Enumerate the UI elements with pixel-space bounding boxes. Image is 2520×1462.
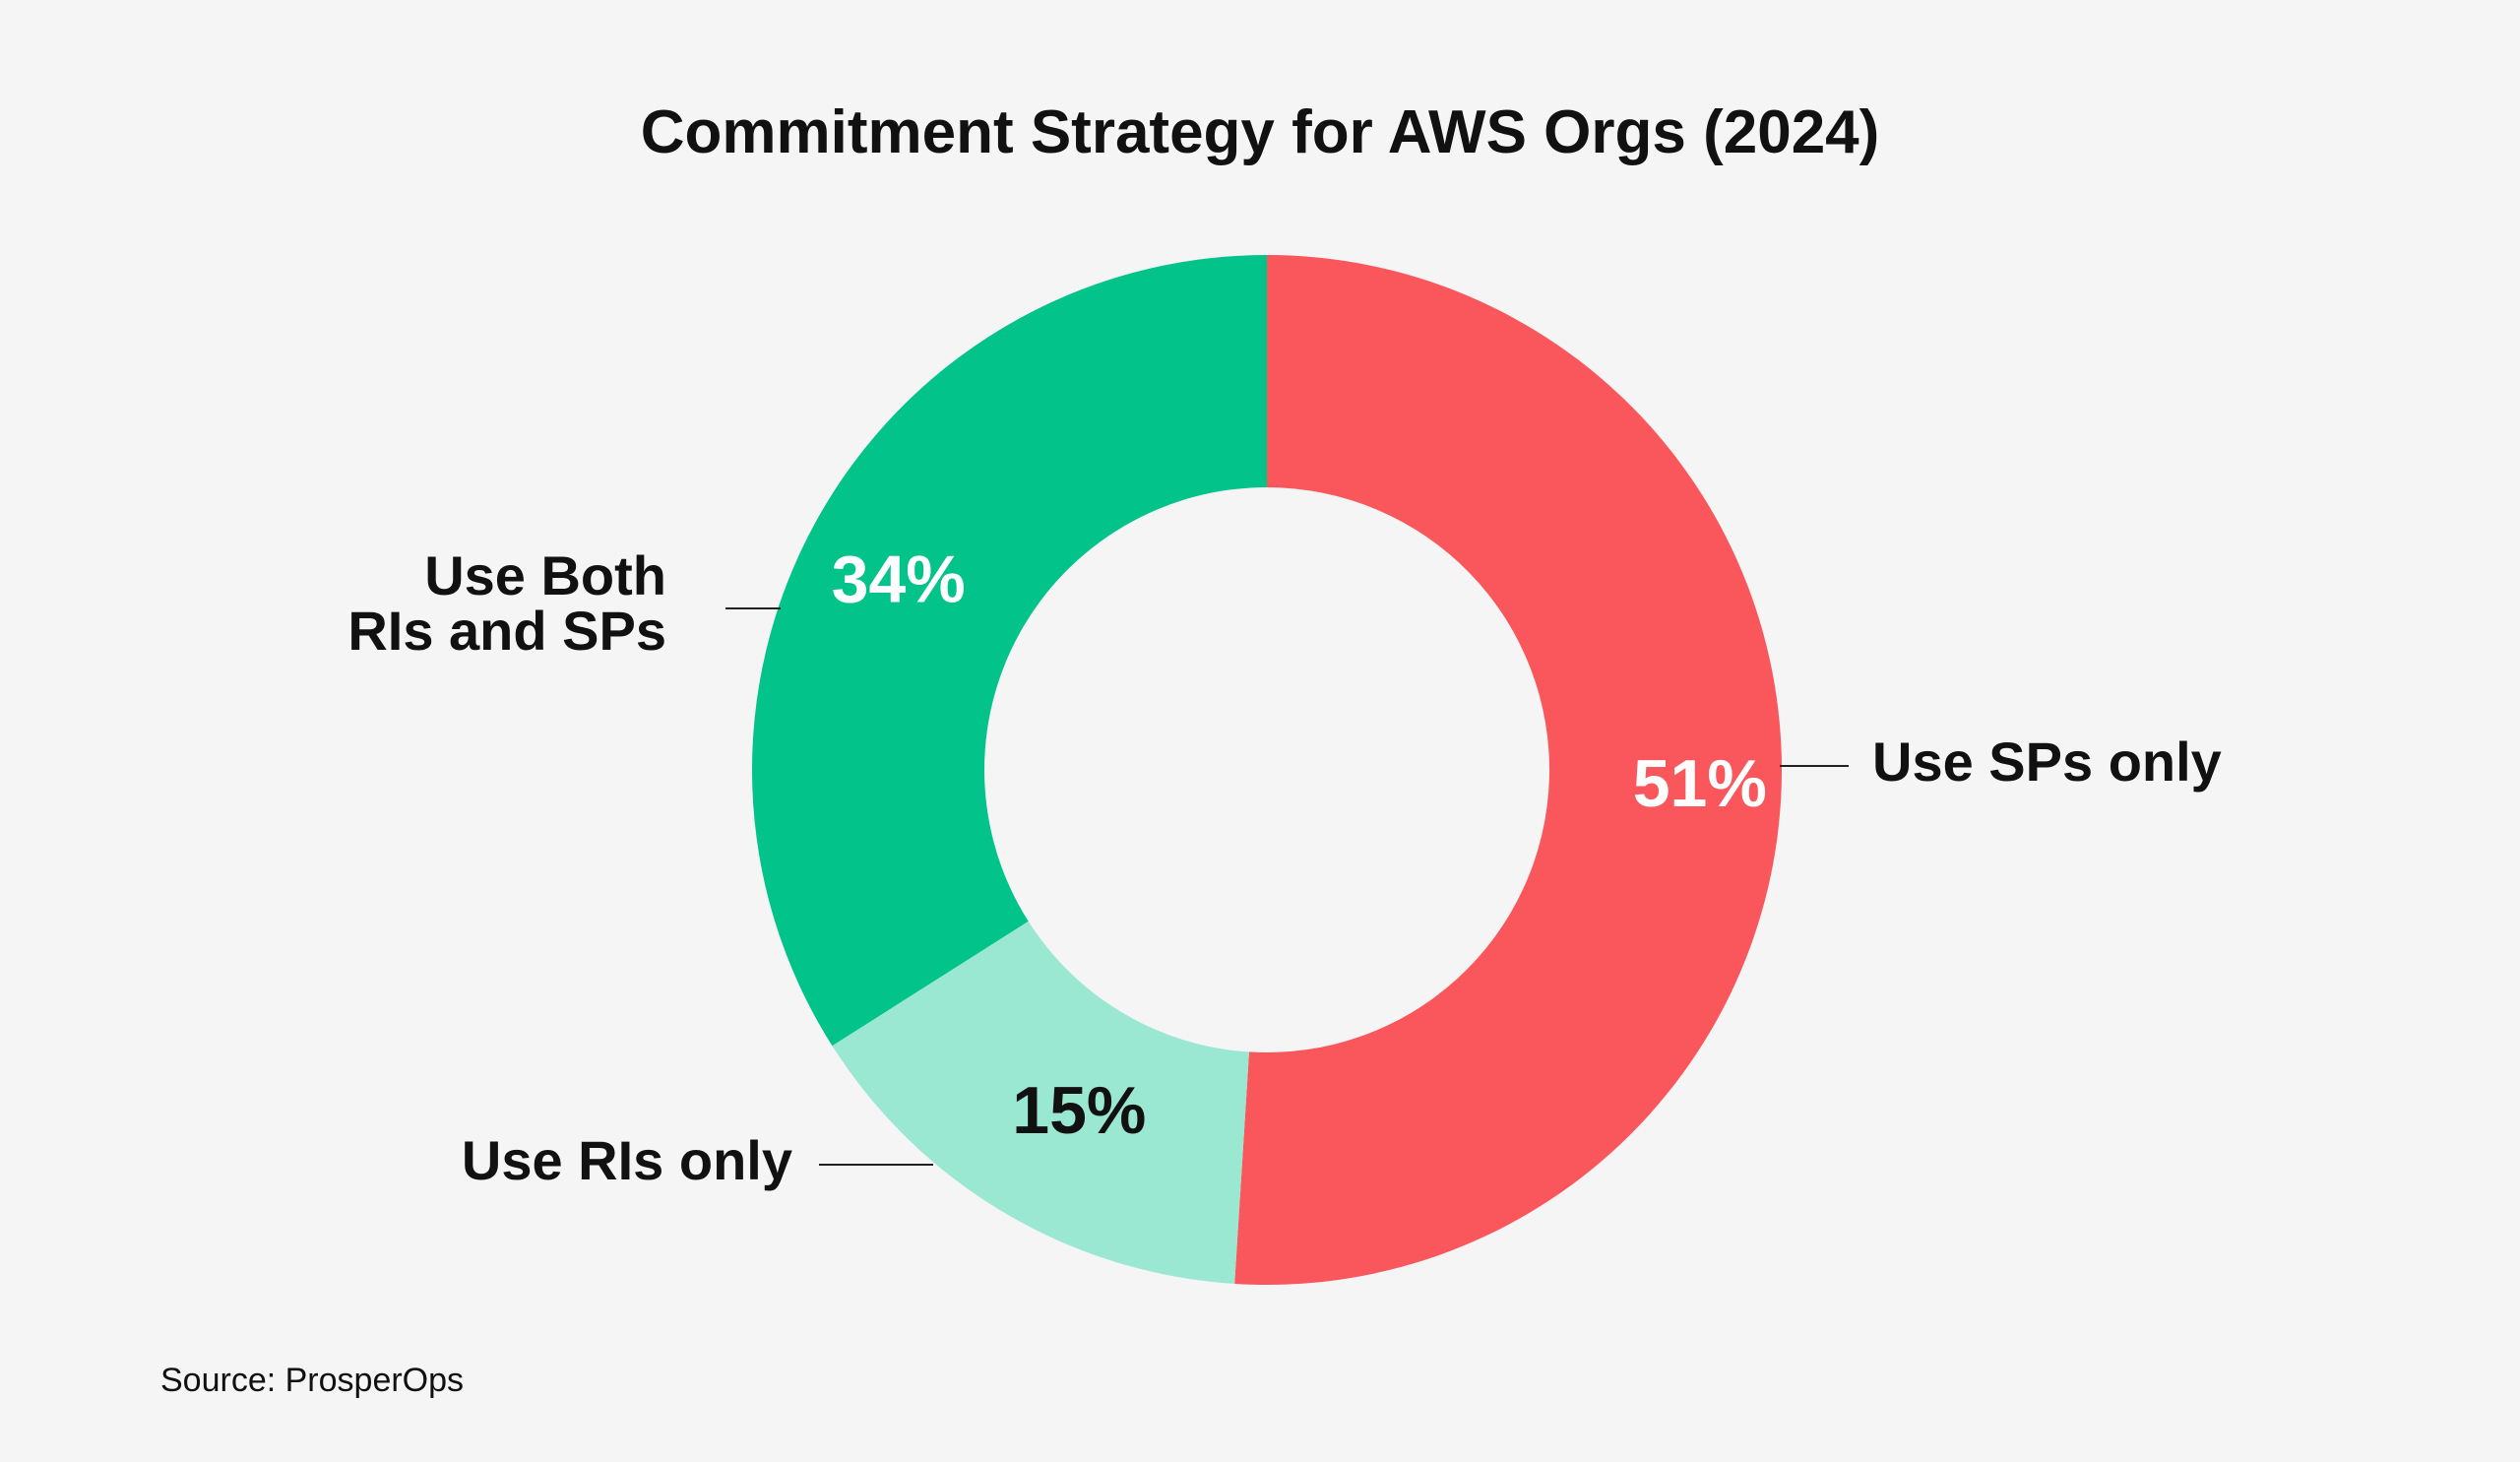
chart-title: Commitment Strategy for AWS Orgs (2024)	[641, 98, 1880, 166]
donut-slices	[752, 255, 1783, 1286]
slice-value-label: 34%	[832, 541, 966, 616]
slice-labels: 51% Use SPs only 15% Use RIs only 34% Use Bot…	[347, 541, 2221, 1191]
donut-slice	[752, 255, 1267, 1047]
slice-category-label: Use RIs only	[462, 1129, 792, 1191]
slice-value-label: 51%	[1633, 746, 1767, 821]
source-note: Source: ProsperOps	[160, 1362, 464, 1399]
leader-lines	[725, 607, 1849, 1166]
donut-slice	[1234, 255, 1783, 1286]
slice-value-label: 15%	[1012, 1073, 1146, 1148]
slice-category-label: Use SPs only	[1872, 731, 2222, 793]
slice-category-label: Use Both RIs and SPs	[347, 544, 666, 662]
donut-slice	[832, 921, 1249, 1284]
